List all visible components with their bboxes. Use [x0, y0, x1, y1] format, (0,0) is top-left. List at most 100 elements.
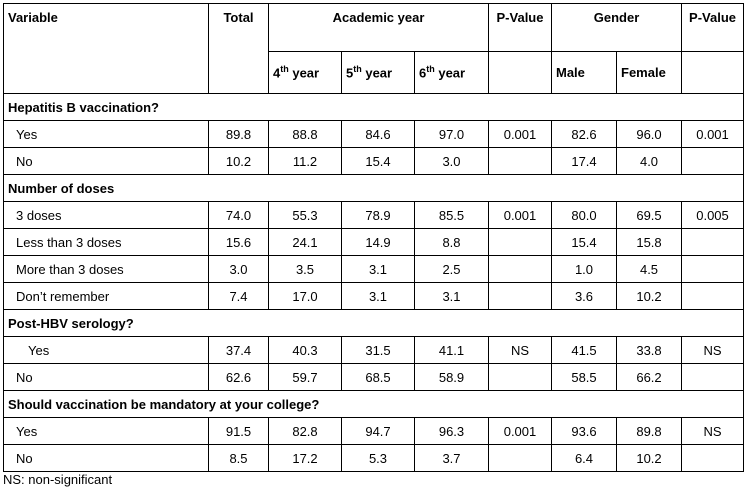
- cell-p2: [681, 444, 745, 472]
- header-row: Variable Total Academic year P-Value Gen…: [3, 3, 745, 94]
- cell-y6: 8.8: [414, 228, 489, 256]
- section-row: Hepatitis B vaccination?: [2, 93, 745, 121]
- cell-y6: 3.1: [414, 282, 489, 310]
- cell-y5: 94.7: [341, 417, 415, 445]
- cell-total: 89.8: [208, 120, 269, 148]
- cell-y6: 41.1: [414, 336, 489, 364]
- cell-total: 8.5: [208, 444, 269, 472]
- cell-p1: [488, 282, 552, 310]
- header-empty-cell: [488, 51, 552, 94]
- cell-y5: 14.9: [341, 228, 415, 256]
- cell-male: 3.6: [551, 282, 617, 310]
- cell-male: 93.6: [551, 417, 617, 445]
- header-male: Male: [551, 51, 617, 94]
- table-row: No 10.2 11.2 15.4 3.0 17.4 4.0: [3, 147, 745, 175]
- cell-p2: 0.001: [681, 120, 745, 148]
- row-label: Yes: [3, 417, 209, 445]
- cell-female: 33.8: [615, 336, 683, 364]
- cell-p1: 0.001: [488, 201, 552, 229]
- cell-y4: 24.1: [268, 228, 342, 256]
- cell-total: 91.5: [208, 417, 269, 445]
- cell-total: 62.6: [208, 363, 269, 391]
- table-row: Less than 3 doses 15.6 24.1 14.9 8.8 15.4 15.8: [3, 228, 745, 256]
- cell-male: 1.0: [551, 255, 617, 283]
- cell-female: 69.5: [615, 201, 683, 229]
- cell-p2: 0.005: [681, 201, 745, 229]
- cell-male: 80.0: [551, 201, 617, 229]
- cell-y6: 2.5: [414, 255, 489, 283]
- cell-female: 4.5: [615, 255, 683, 283]
- cell-p1: 0.001: [488, 417, 552, 445]
- header-total: Total: [208, 3, 269, 94]
- table-row: Yes 91.5 82.8 94.7 96.3 0.001 93.6 89.8 NS: [3, 417, 745, 445]
- cell-y4: 88.8: [268, 120, 342, 148]
- cell-male: 17.4: [551, 147, 617, 175]
- cell-y4: 40.3: [268, 336, 342, 364]
- section-row: Number of doses: [2, 174, 745, 202]
- cell-y5: 3.1: [341, 255, 415, 283]
- cell-p2: NS: [681, 336, 745, 364]
- cell-y5: 68.5: [341, 363, 415, 391]
- cell-female: 10.2: [615, 444, 683, 472]
- row-label: Don’t remember: [3, 282, 209, 310]
- table-row: Don’t remember 7.4 17.0 3.1 3.1 3.6 10.2: [3, 282, 745, 310]
- cell-total: 37.4: [208, 336, 269, 364]
- cell-y4: 11.2: [268, 147, 342, 175]
- cell-y6: 96.3: [414, 417, 489, 445]
- header-gender: Gender: [550, 3, 683, 52]
- section-title: Hepatitis B vaccination?: [2, 93, 745, 121]
- cell-male: 15.4: [551, 228, 617, 256]
- row-label: 3 doses: [3, 201, 209, 229]
- header-variable: Variable: [3, 3, 209, 94]
- cell-y5: 31.5: [341, 336, 415, 364]
- cell-p1: 0.001: [488, 120, 552, 148]
- row-label: No: [3, 147, 209, 175]
- cell-p1: NS: [488, 336, 552, 364]
- cell-y6: 3.7: [414, 444, 489, 472]
- cell-total: 3.0: [208, 255, 269, 283]
- table-row: 3 doses 74.0 55.3 78.9 85.5 0.001 80.0 69.5 0.00…: [3, 201, 745, 229]
- results-table: Variable Total Academic year P-Value Gen…: [2, 3, 745, 472]
- cell-p2: [681, 282, 745, 310]
- row-label: No: [3, 444, 209, 472]
- header-5th-year: 5th year: [341, 51, 415, 94]
- subheader-row: 4th year 5th year 6th year Male Female: [4, 51, 745, 94]
- cell-p1: [488, 363, 552, 391]
- section-title: Should vaccination be mandatory at your …: [2, 390, 745, 418]
- cell-y4: 82.8: [268, 417, 342, 445]
- cell-y4: 17.2: [268, 444, 342, 472]
- footnote: NS: non-significant: [3, 472, 113, 487]
- cell-y4: 59.7: [268, 363, 342, 391]
- cell-male: 41.5: [551, 336, 617, 364]
- cell-y5: 15.4: [341, 147, 415, 175]
- cell-male: 58.5: [551, 363, 617, 391]
- cell-y6: 85.5: [414, 201, 489, 229]
- section-row: Should vaccination be mandatory at your …: [2, 390, 745, 418]
- cell-p2: [681, 255, 745, 283]
- cell-y6: 97.0: [414, 120, 489, 148]
- section-title: Number of doses: [2, 174, 745, 202]
- table-row: No 8.5 17.2 5.3 3.7 6.4 10.2: [3, 444, 745, 472]
- cell-y5: 3.1: [341, 282, 415, 310]
- header-6th-year: 6th year: [414, 51, 489, 94]
- cell-total: 7.4: [208, 282, 269, 310]
- table-row: Yes 89.8 88.8 84.6 97.0 0.001 82.6 96.0 0.001: [3, 120, 745, 148]
- row-label: Yes: [3, 336, 209, 364]
- table-row: More than 3 doses 3.0 3.5 3.1 2.5 1.0 4.5: [3, 255, 745, 283]
- row-label: Yes: [3, 120, 209, 148]
- cell-y4: 3.5: [268, 255, 342, 283]
- header-female: Female: [615, 51, 683, 94]
- cell-total: 15.6: [208, 228, 269, 256]
- cell-p2: NS: [681, 417, 745, 445]
- cell-male: 6.4: [551, 444, 617, 472]
- cell-p2: [681, 363, 745, 391]
- cell-female: 10.2: [615, 282, 683, 310]
- cell-y4: 17.0: [268, 282, 342, 310]
- row-label: Less than 3 doses: [3, 228, 209, 256]
- section-row: Post-HBV serology?: [2, 309, 745, 337]
- header-pvalue: P-Value: [488, 3, 552, 52]
- row-label: More than 3 doses: [3, 255, 209, 283]
- cell-p2: [681, 228, 745, 256]
- row-label: No: [3, 363, 209, 391]
- cell-y4: 55.3: [268, 201, 342, 229]
